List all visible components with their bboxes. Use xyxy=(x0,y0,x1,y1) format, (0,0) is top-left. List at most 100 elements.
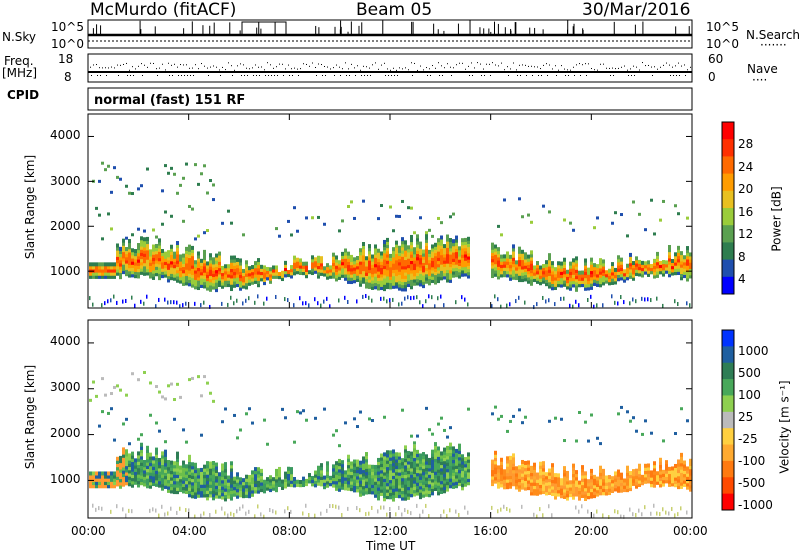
heat-cell xyxy=(374,477,377,482)
heat-cell xyxy=(176,247,179,252)
heat-cell xyxy=(200,471,203,476)
heat-cell xyxy=(449,442,452,447)
heat-cell xyxy=(254,476,257,481)
heat-cell xyxy=(332,464,335,469)
heat-cell xyxy=(113,474,116,479)
heat-cell xyxy=(194,469,197,474)
heat-cell xyxy=(188,464,191,469)
heat-cell xyxy=(155,421,158,425)
heat-cell xyxy=(407,273,410,278)
heat-cell xyxy=(137,243,140,248)
heat-cell xyxy=(467,510,469,515)
heat-cell xyxy=(413,281,416,286)
heat-cell xyxy=(347,257,350,262)
heat-cell xyxy=(602,513,604,518)
heat-cell xyxy=(275,475,278,480)
heat-cell xyxy=(440,454,443,459)
nave-dot xyxy=(567,69,568,71)
heat-cell xyxy=(491,304,493,309)
heat-cell xyxy=(584,474,587,479)
heat-cell xyxy=(227,488,230,493)
heat-cell xyxy=(182,272,185,277)
heat-cell xyxy=(614,274,617,279)
heat-cell xyxy=(191,274,194,279)
heat-cell xyxy=(263,268,266,273)
heat-cell xyxy=(452,245,455,250)
heat-cell xyxy=(395,265,398,270)
heat-cell xyxy=(449,253,452,258)
heat-cell xyxy=(428,275,431,280)
heat-cell xyxy=(410,477,413,482)
heat-cell xyxy=(575,439,578,443)
heat-cell xyxy=(224,273,227,278)
heat-cell xyxy=(404,480,407,485)
heat-cell xyxy=(599,468,602,473)
heat-cell xyxy=(404,445,407,450)
heat-cell xyxy=(617,258,620,263)
heat-cell xyxy=(329,482,332,487)
heat-cell xyxy=(464,457,467,462)
heat-cell xyxy=(467,268,470,273)
heat-cell xyxy=(356,475,359,480)
heat-cell xyxy=(527,267,530,272)
nave-dot xyxy=(673,75,674,76)
heat-cell xyxy=(551,466,554,471)
heat-cell xyxy=(299,267,302,272)
colorbar-frame xyxy=(721,329,735,511)
heat-cell xyxy=(395,471,398,476)
heat-cell xyxy=(374,282,377,287)
heat-cell xyxy=(605,478,608,483)
heat-cell xyxy=(392,250,395,255)
heat-cell xyxy=(365,458,368,463)
heat-cell xyxy=(626,465,629,470)
heat-cell xyxy=(164,459,167,464)
heat-cell xyxy=(230,255,233,260)
heat-cell xyxy=(593,490,596,495)
heat-cell xyxy=(146,465,149,470)
heat-cell xyxy=(152,469,155,474)
heat-cell xyxy=(122,476,125,481)
heat-cell xyxy=(149,475,152,480)
heat-cell xyxy=(311,271,314,276)
heat-cell xyxy=(629,262,632,267)
heat-cell xyxy=(347,267,350,272)
heat-cell xyxy=(158,464,161,469)
heat-cell xyxy=(515,482,518,487)
heat-cell xyxy=(155,262,158,267)
heat-cell xyxy=(539,461,542,466)
heat-cell xyxy=(386,281,389,286)
heat-cell xyxy=(533,469,536,474)
heat-cell xyxy=(329,265,332,270)
heat-cell xyxy=(185,480,188,485)
heat-cell xyxy=(380,488,383,493)
heat-cell xyxy=(383,452,386,457)
heat-cell xyxy=(179,465,182,470)
heat-cell xyxy=(281,273,284,278)
heat-cell xyxy=(269,279,272,284)
heat-cell xyxy=(650,511,652,516)
heat-cell xyxy=(635,468,638,473)
heat-cell xyxy=(95,265,98,270)
heat-cell xyxy=(680,468,683,473)
heat-cell xyxy=(128,508,130,513)
heat-cell xyxy=(437,491,440,496)
heat-cell xyxy=(422,487,425,492)
heat-cell xyxy=(647,297,649,302)
heat-cell xyxy=(389,469,392,474)
heat-cell xyxy=(422,477,425,482)
heat-cell xyxy=(230,287,233,292)
heat-cell xyxy=(560,264,563,269)
heat-cell xyxy=(122,479,125,484)
heat-cell xyxy=(101,268,104,273)
heat-cell xyxy=(584,493,587,498)
heat-cell xyxy=(407,460,410,465)
heat-cell xyxy=(461,253,464,258)
heat-cell xyxy=(617,510,619,515)
heat-cell xyxy=(404,448,407,453)
heat-cell xyxy=(113,484,116,489)
heat-cell xyxy=(674,264,677,269)
heat-cell xyxy=(404,259,407,264)
heat-cell xyxy=(140,474,143,479)
heat-cell xyxy=(221,476,224,481)
nave-dot xyxy=(303,63,304,65)
